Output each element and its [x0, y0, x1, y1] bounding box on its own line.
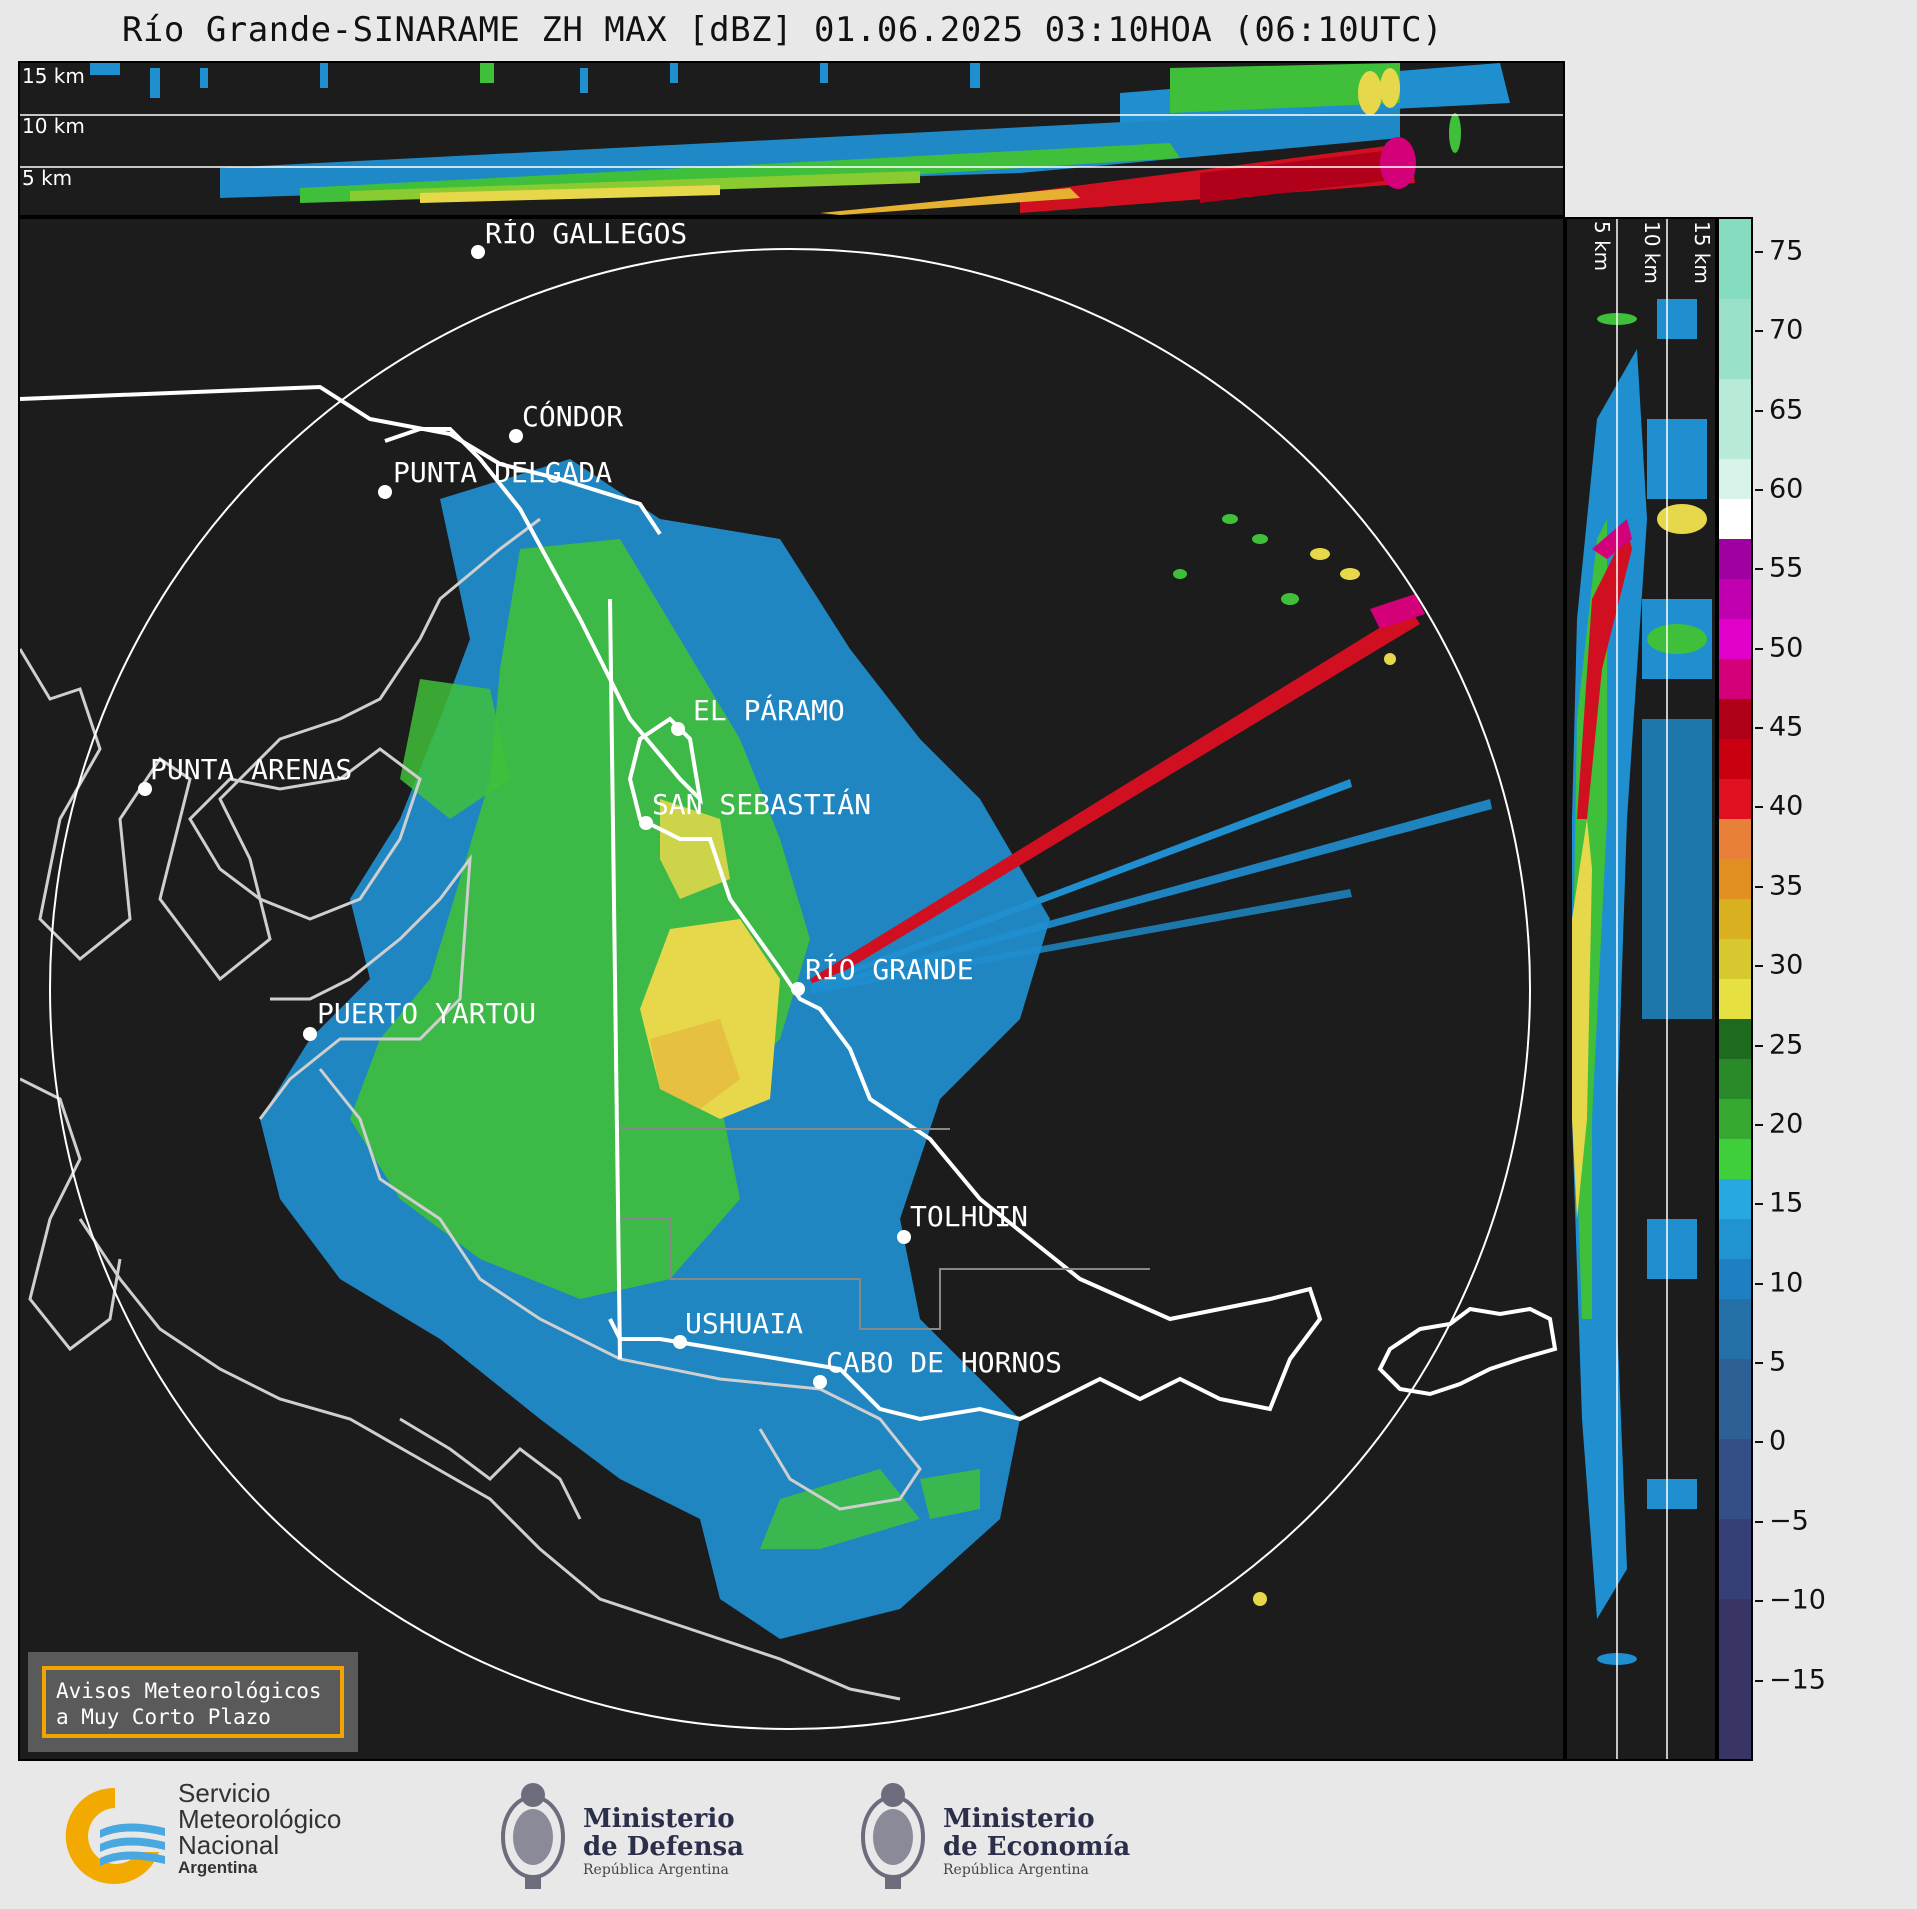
colorbar-tick-label: 65 [1769, 394, 1804, 425]
colorbar-tick [1755, 1203, 1763, 1206]
colorbar-tick [1755, 250, 1763, 253]
colorbar-tick-label: 60 [1769, 473, 1804, 505]
defensa-logo: Ministerio de Defensa República Argentin… [495, 1775, 755, 1895]
colorbar-tick [1755, 727, 1763, 730]
defensa-line2: de Defensa [583, 1832, 744, 1862]
colorbar-swatches [1719, 219, 1751, 1759]
coat-of-arms-icon [861, 1783, 925, 1889]
economia-line3: República Argentina [943, 1862, 1089, 1878]
colorbar-tick [1755, 1441, 1763, 1444]
city-label-condor: CÓNDOR [522, 399, 623, 433]
city-label-ushuaia: USHUAIA [685, 1307, 803, 1340]
smn-emblem-icon [65, 1787, 165, 1884]
colorbar-tick [1755, 885, 1763, 888]
avisos-line2: a Muy Corto Plazo [56, 1705, 271, 1729]
radar-map: RÍO GALLEGOS CÓNDOR PUNTA DELGADA EL PÁR… [18, 217, 1565, 1761]
city-label-rio-gallegos: RÍO GALLEGOS [485, 219, 687, 250]
radar-echoes [260, 459, 1492, 1639]
colorbar-tick [1755, 806, 1763, 809]
smn-line3: Nacional [178, 1830, 280, 1860]
colorbar-tick-label: 10 [1769, 1267, 1804, 1299]
islands [1377, 1306, 1558, 1397]
colorbar-tick [1755, 1123, 1763, 1126]
economia-line2: de Economía [943, 1832, 1131, 1862]
smn-line2: Meteorológico [178, 1804, 342, 1834]
city-label-san-sebastian: SAN SEBASTIÁN [652, 787, 871, 821]
city-markers [138, 245, 911, 1389]
colorbar-tick-label: −10 [1769, 1584, 1826, 1616]
colorbar-tick [1755, 647, 1763, 650]
colorbar-tick-label: 0 [1769, 1425, 1787, 1457]
economia-logo: Ministerio de Economía República Argenti… [855, 1775, 1135, 1895]
avisos-badge: Avisos Meteorológicos a Muy Corto Plazo [28, 1652, 358, 1752]
right-height-label-5km: 5 km [1590, 221, 1614, 271]
colorbar-tick [1755, 1600, 1763, 1603]
top-echoes [90, 63, 1510, 215]
city-label-el-paramo: EL PÁRAMO [693, 693, 845, 727]
range-ring [49, 248, 1531, 1730]
colorbar-tick [1755, 409, 1763, 412]
colorbar-tick-label: −15 [1769, 1664, 1826, 1696]
smn-logo: Servicio Meteorológico Nacional Argentin… [55, 1775, 395, 1895]
coastlines [20, 517, 922, 1701]
colorbar-tick-label: 40 [1769, 790, 1804, 822]
city-label-rio-grande: RÍO GRANDE [805, 952, 974, 986]
colorbar-tick [1755, 568, 1763, 571]
colorbar-tick [1755, 488, 1763, 491]
colorbar-tick-label: −5 [1769, 1505, 1809, 1537]
defensa-line3: República Argentina [583, 1862, 729, 1878]
page-title: Río Grande-SINARAME ZH MAX [dBZ] 01.06.2… [121, 10, 1444, 50]
right-height-label-15km: 15 km [1690, 221, 1714, 284]
right-height-label-10km: 10 km [1640, 221, 1664, 284]
smn-line1: Servicio [178, 1778, 271, 1808]
colorbar-ticks: 75 70 65 60 55 50 45 40 35 30 25 20 15 10 5 0 −5 −10 −15 [1755, 217, 1875, 1761]
city-label-tolhuin: TOLHUIN [910, 1200, 1028, 1233]
city-label-punta-arenas: PUNTA ARENAS [150, 753, 352, 786]
colorbar-tick-label: 15 [1769, 1187, 1804, 1219]
smn-line4: Argentina [178, 1858, 258, 1877]
top-cross-section: 15 km 10 km 5 km [18, 61, 1565, 217]
colorbar-tick-label: 70 [1769, 314, 1804, 346]
colorbar-tick-label: 25 [1769, 1029, 1804, 1061]
colorbar-tick-label: 75 [1769, 235, 1804, 267]
province-boundary [620, 1128, 1150, 1330]
colorbar-tick [1755, 965, 1763, 968]
colorbar-tick-label: 20 [1769, 1108, 1804, 1140]
top-height-label-10km: 10 km [22, 114, 85, 138]
colorbar-tick [1755, 330, 1763, 333]
borders [20, 384, 1323, 1422]
colorbar-tick-label: 55 [1769, 552, 1804, 584]
top-height-label-5km: 5 km [22, 166, 72, 190]
coat-of-arms-icon [501, 1783, 565, 1889]
colorbar-tick [1755, 1044, 1763, 1047]
defensa-line1: Ministerio [583, 1804, 735, 1834]
colorbar-tick [1755, 1679, 1763, 1682]
city-label-puerto-yartou: PUERTO YARTOU [317, 997, 536, 1030]
colorbar-tick-label: 30 [1769, 949, 1804, 981]
colorbar-tick-label: 50 [1769, 632, 1804, 664]
avisos-line1: Avisos Meteorológicos [56, 1679, 322, 1703]
city-label-punta-delgada: PUNTA DELGADA [393, 456, 612, 489]
colorbar-tick-label: 45 [1769, 711, 1804, 743]
colorbar-tick-label: 35 [1769, 870, 1804, 902]
colorbar [1717, 217, 1753, 1761]
city-label-cabo-de-hornos: CABO DE HORNOS [826, 1346, 1062, 1379]
colorbar-tick [1755, 1362, 1763, 1365]
colorbar-tick [1755, 1520, 1763, 1523]
colorbar-tick [1755, 1282, 1763, 1285]
top-height-label-15km: 15 km [22, 64, 85, 88]
economia-line1: Ministerio [943, 1804, 1095, 1834]
right-cross-section: 5 km 10 km 15 km [1565, 217, 1717, 1761]
right-echoes [1572, 299, 1712, 1665]
colorbar-tick-label: 5 [1769, 1346, 1787, 1378]
